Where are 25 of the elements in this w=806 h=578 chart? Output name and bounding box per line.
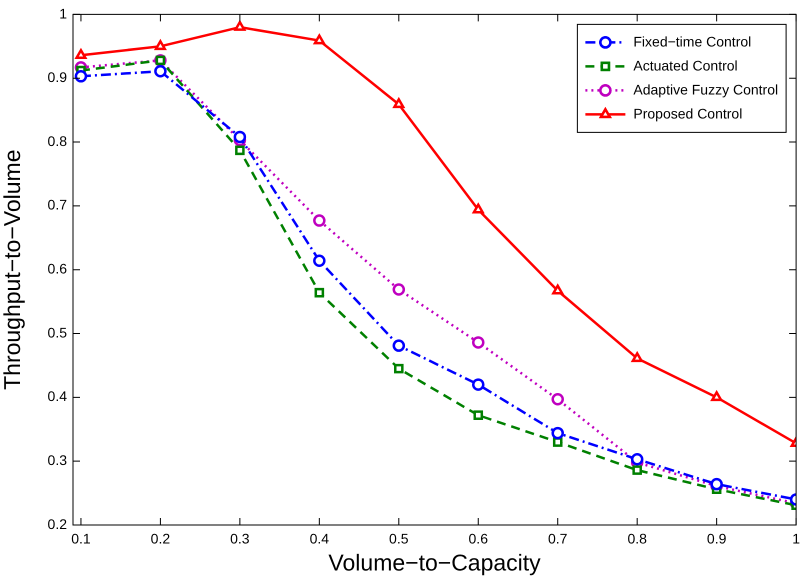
x-tick-label: 0.8 <box>627 530 648 546</box>
y-axis-title: Throughput−to−Volume <box>0 149 26 390</box>
y-tick-label: 0.7 <box>48 196 68 213</box>
y-tick-label: 0.6 <box>48 260 68 277</box>
y-tick-label: 0.5 <box>48 324 68 340</box>
x-tick-label: 0.6 <box>468 530 488 546</box>
y-tick-label: 0.4 <box>48 388 68 404</box>
legend-label: Proposed Control <box>633 105 742 122</box>
legend-label: Adaptive Fuzzy Control <box>633 81 778 98</box>
x-tick-label: 0.4 <box>310 530 330 546</box>
y-tick-label: 0.8 <box>48 132 68 149</box>
legend-label: Actuated Control <box>633 57 738 74</box>
x-tick-label: 0.2 <box>150 530 170 546</box>
x-tick-label: 0.3 <box>230 530 250 546</box>
x-tick-label: 0.7 <box>548 530 568 546</box>
y-tick-label: 0.2 <box>48 516 68 532</box>
y-tick-label: 0.3 <box>48 452 68 468</box>
x-tick-label: 0.1 <box>71 530 91 546</box>
x-tick-label: 0.9 <box>706 530 727 546</box>
legend-label: Fixed−time Control <box>633 33 752 50</box>
y-tick-label: 0.9 <box>48 69 68 86</box>
y-tick-label: 1 <box>59 5 68 22</box>
x-tick-label: 1 <box>792 530 800 546</box>
x-tick-label: 0.5 <box>389 530 409 546</box>
x-axis-title: Volume−to−Capacity <box>328 550 542 576</box>
